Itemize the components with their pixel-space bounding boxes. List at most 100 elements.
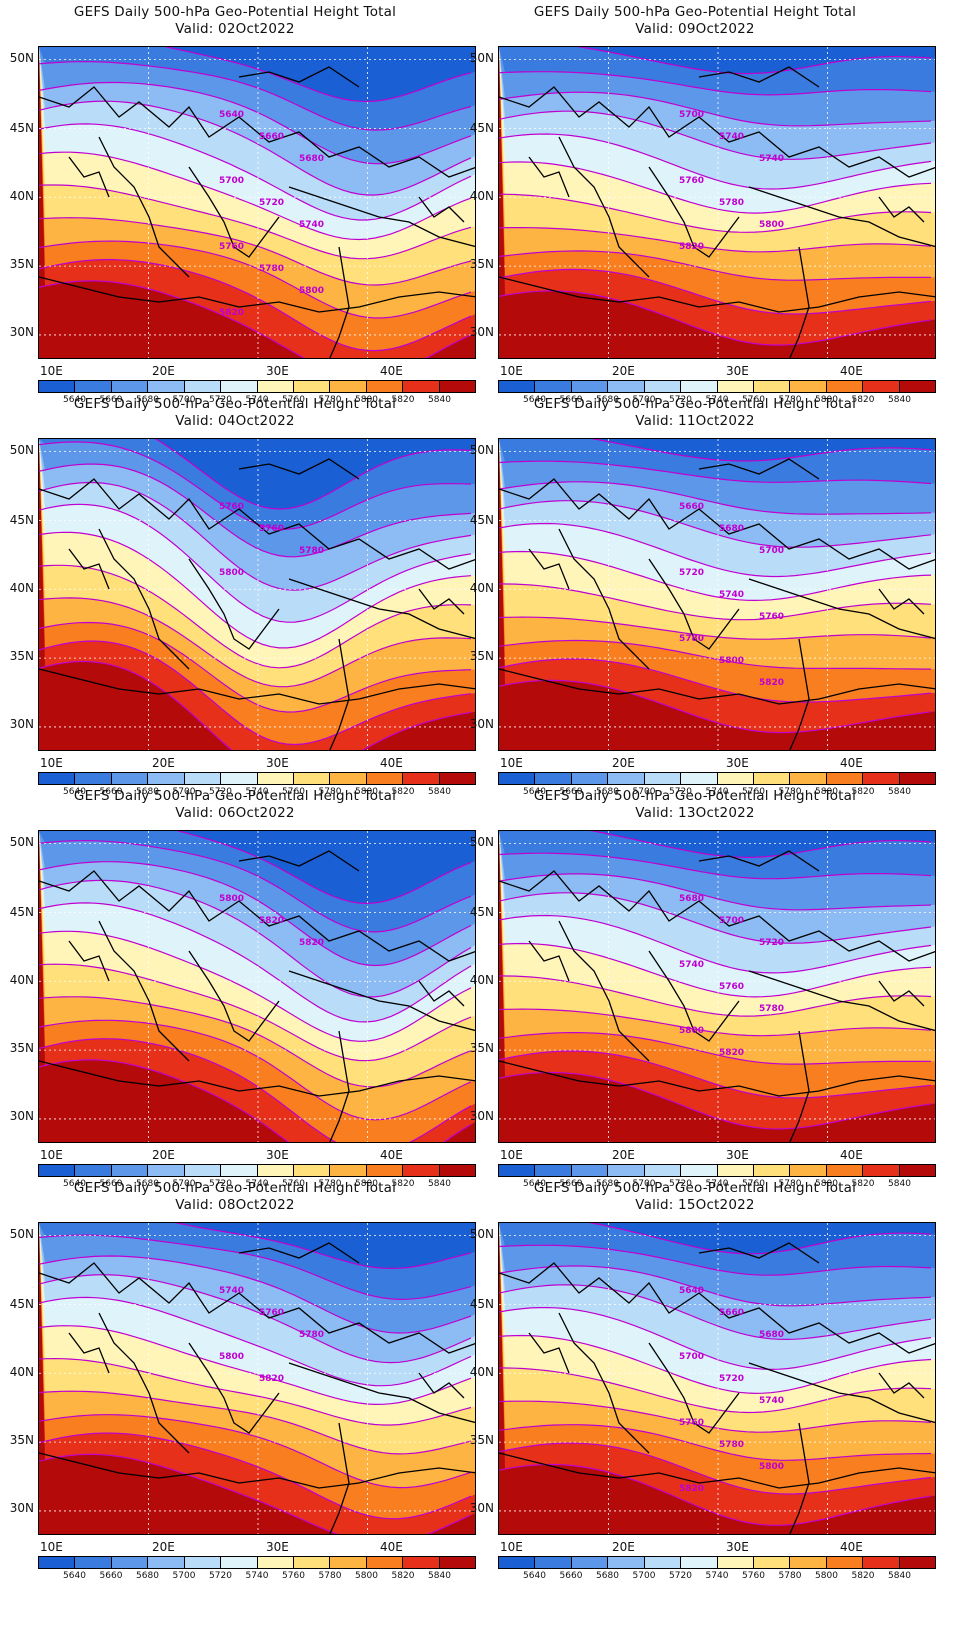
coastline [698, 850, 820, 872]
colorbar-label: 5640 [523, 395, 546, 405]
coastline [528, 548, 570, 590]
coastline [878, 588, 925, 615]
colorbar-label: 5720 [209, 787, 232, 797]
longitude-tick-label: 30E [726, 1540, 749, 1554]
isoline-label: 5660 [259, 132, 284, 142]
isoline-label: 5660 [719, 1308, 744, 1318]
colorbar-swatch [257, 773, 294, 784]
colorbar [498, 772, 936, 785]
map-panel: GEFS Daily 500-hPa Geo-Potential Height … [0, 0, 476, 405]
colorbar-swatch [111, 773, 149, 784]
colorbar-label: 5760 [742, 787, 765, 797]
coastline [748, 186, 935, 248]
isoline-label: 5740 [719, 590, 744, 600]
colorbar-label: 5700 [632, 1571, 656, 1581]
isoline-label: 5780 [259, 264, 284, 274]
colorbar-swatch [499, 1557, 536, 1568]
longitude-tick-label: 10E [500, 1540, 523, 1554]
colorbar-label: 5680 [596, 1179, 619, 1189]
colorbar-label: 5840 [888, 1179, 911, 1189]
colorbar-label: 5760 [282, 395, 305, 405]
colorbar-swatch [366, 773, 404, 784]
isoline-label: 5740 [719, 132, 744, 142]
isoline-label: 5820 [759, 678, 784, 688]
height-band [39, 1223, 475, 1269]
coastline [528, 1332, 570, 1374]
latitude-tick-label: 35N [469, 257, 494, 271]
longitude-tick-label: 30E [266, 756, 289, 770]
colorbar-label: 5840 [888, 787, 911, 797]
height-isoline [499, 616, 932, 640]
isoline-label: 5820 [259, 1374, 284, 1384]
isoline-label: 5800 [759, 220, 784, 230]
coastline [558, 528, 650, 670]
colorbar-swatch [681, 381, 718, 392]
colorbar-label: 5640 [523, 1179, 546, 1189]
colorbar-swatch [681, 773, 718, 784]
latitude-tick-label: 45N [469, 1297, 494, 1311]
colorbar-swatch [293, 773, 331, 784]
height-field-map: 5640 5660 5680 5700 5720 5740 5760 5780 5800 5820 [498, 1222, 936, 1535]
colorbar-label: 5660 [99, 1179, 123, 1189]
longitude-tick-label: 20E [152, 1148, 175, 1162]
height-isoline [39, 1038, 472, 1142]
colorbar-label: 5740 [705, 1571, 729, 1581]
latitude-tick-label: 30N [469, 1501, 494, 1515]
coastline [39, 1060, 475, 1097]
colorbar-swatch [681, 1165, 718, 1176]
longitude-tick-label: 10E [500, 756, 523, 770]
colorbar-swatch [403, 381, 440, 392]
isoline-label: 5800 [299, 286, 324, 296]
coastline [39, 86, 475, 178]
colorbar-label: 5780 [318, 1179, 342, 1189]
longitude-tick-label: 30E [266, 1540, 289, 1554]
panel-title: GEFS Daily 500-hPa Geo-Potential Height … [460, 4, 930, 38]
colorbar-swatch [184, 1165, 222, 1176]
colorbar-label: 5740 [245, 1571, 269, 1581]
height-isoline [499, 522, 932, 578]
colorbar-swatch [148, 773, 185, 784]
colorbar-label: 5740 [705, 1179, 729, 1189]
latitude-tick-label: 50N [469, 835, 494, 849]
height-isoline [39, 861, 472, 967]
height-isoline [499, 110, 932, 160]
colorbar-swatch [439, 1557, 476, 1568]
latitude-tick-label: 50N [9, 835, 34, 849]
height-isoline [499, 1244, 932, 1276]
latitude-tick-label: 35N [9, 649, 34, 663]
height-isoline [154, 439, 472, 510]
latitude-tick-label: 40N [9, 1365, 34, 1379]
longitude-tick-label: 40E [840, 364, 863, 378]
height-isoline [499, 133, 932, 190]
latitude-tick-label: 45N [9, 1297, 34, 1311]
colorbar-swatch [39, 1165, 76, 1176]
colorbar-label: 5640 [63, 787, 86, 797]
coastline [648, 558, 740, 650]
isoline-label: 5780 [759, 1004, 784, 1014]
longitude-tick-label: 40E [380, 1540, 403, 1554]
colorbar-label: 5780 [318, 787, 342, 797]
colorbar-label: 5800 [815, 395, 838, 405]
colorbar-swatch [366, 381, 404, 392]
colorbar-swatch [366, 1557, 404, 1568]
colorbar-label: 5640 [63, 395, 86, 405]
coastline [98, 920, 190, 1062]
height-isoline [39, 564, 472, 669]
colorbar-label: 5760 [282, 1571, 305, 1581]
height-field-map: 5760 5760 5780 5800 [38, 438, 476, 751]
colorbar-label: 5720 [669, 395, 692, 405]
isoline-label: 5740 [759, 1396, 784, 1406]
colorbar-label: 5740 [245, 1179, 269, 1189]
isoline-label: 5800 [219, 1352, 244, 1362]
map-panel: GEFS Daily 500-hPa Geo-Potential Height … [460, 0, 936, 405]
coastline [499, 1060, 935, 1097]
panel-title: GEFS Daily 500-hPa Geo-Potential Height … [460, 788, 930, 822]
colorbar-label: 5820 [851, 395, 875, 405]
latitude-tick-label: 30N [469, 325, 494, 339]
colorbar [38, 1556, 476, 1569]
coastline [329, 246, 350, 358]
colorbar-swatch [75, 381, 112, 392]
height-isoline [39, 879, 472, 998]
colorbar-label: 5760 [742, 1179, 765, 1189]
isoline-label: 5780 [719, 1440, 744, 1450]
